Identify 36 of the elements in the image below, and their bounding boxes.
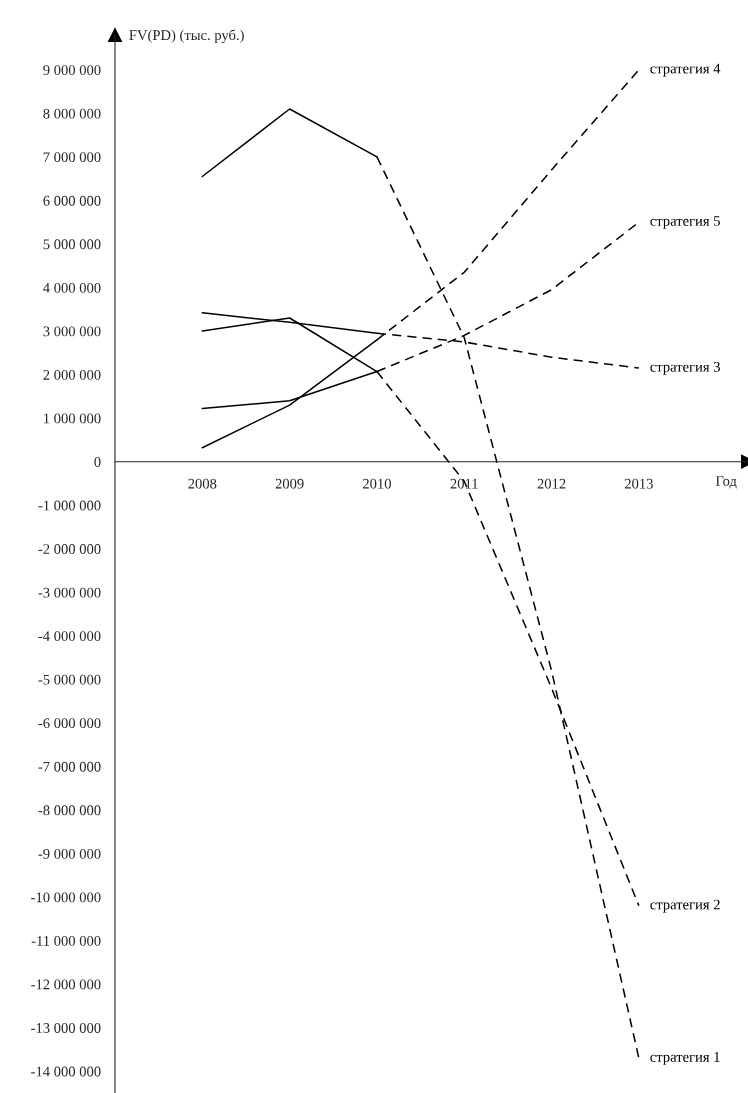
y-tick-label: -11 000 000 — [31, 935, 101, 946]
y-tick-label: 5 000 000 — [43, 239, 101, 250]
y-tick-label: -6 000 000 — [38, 718, 101, 729]
series-label: стратегия 2 — [650, 899, 720, 913]
y-tick-label: 7 000 000 — [43, 152, 101, 163]
y-tick-label: -10 000 000 — [31, 892, 101, 903]
y-tick-label: 6 000 000 — [43, 195, 101, 206]
y-tick-label: 9 000 000 — [43, 65, 101, 76]
x-axis-title: Год — [715, 476, 737, 489]
y-tick-label: -7 000 000 — [38, 761, 101, 772]
y-tick-label: -9 000 000 — [38, 848, 101, 859]
y-tick-label: -12 000 000 — [31, 979, 101, 990]
y-tick-label: 1 000 000 — [44, 413, 101, 424]
x-tick-label: 2010 — [362, 478, 391, 489]
y-tick-label: -3 000 000 — [38, 587, 101, 598]
y-tick-label: 3 000 000 — [43, 326, 101, 337]
y-tick-label: -5 000 000 — [38, 674, 101, 685]
x-tick-label: 2013 — [624, 478, 653, 489]
x-tick-label: 2009 — [275, 478, 304, 489]
y-tick-label: 8 000 000 — [43, 108, 101, 119]
y-tick-label: 2 000 000 — [43, 369, 101, 380]
series-label: стратегия 4 — [650, 63, 721, 77]
y-axis-title: FV(PD) (тыс. руб.) — [129, 29, 244, 44]
x-tick-label: 2008 — [188, 478, 217, 489]
y-tick-label: -14 000 000 — [31, 1066, 101, 1077]
series-label: стратегия 3 — [650, 361, 720, 375]
y-tick-label: -13 000 000 — [31, 1023, 101, 1033]
x-tick-label: 2012 — [537, 478, 566, 489]
y-tick-label: -4 000 000 — [38, 631, 101, 642]
y-tick-label: 0 — [94, 457, 101, 467]
y-tick-label: -8 000 000 — [38, 805, 101, 816]
series-label: стратегия 1 — [650, 1052, 720, 1065]
y-tick-label: -2 000 000 — [38, 544, 101, 554]
series-label: стратегия 5 — [650, 216, 720, 229]
y-tick-label: 4 000 000 — [43, 282, 101, 293]
y-tick-label: -1 000 000 — [38, 500, 101, 511]
